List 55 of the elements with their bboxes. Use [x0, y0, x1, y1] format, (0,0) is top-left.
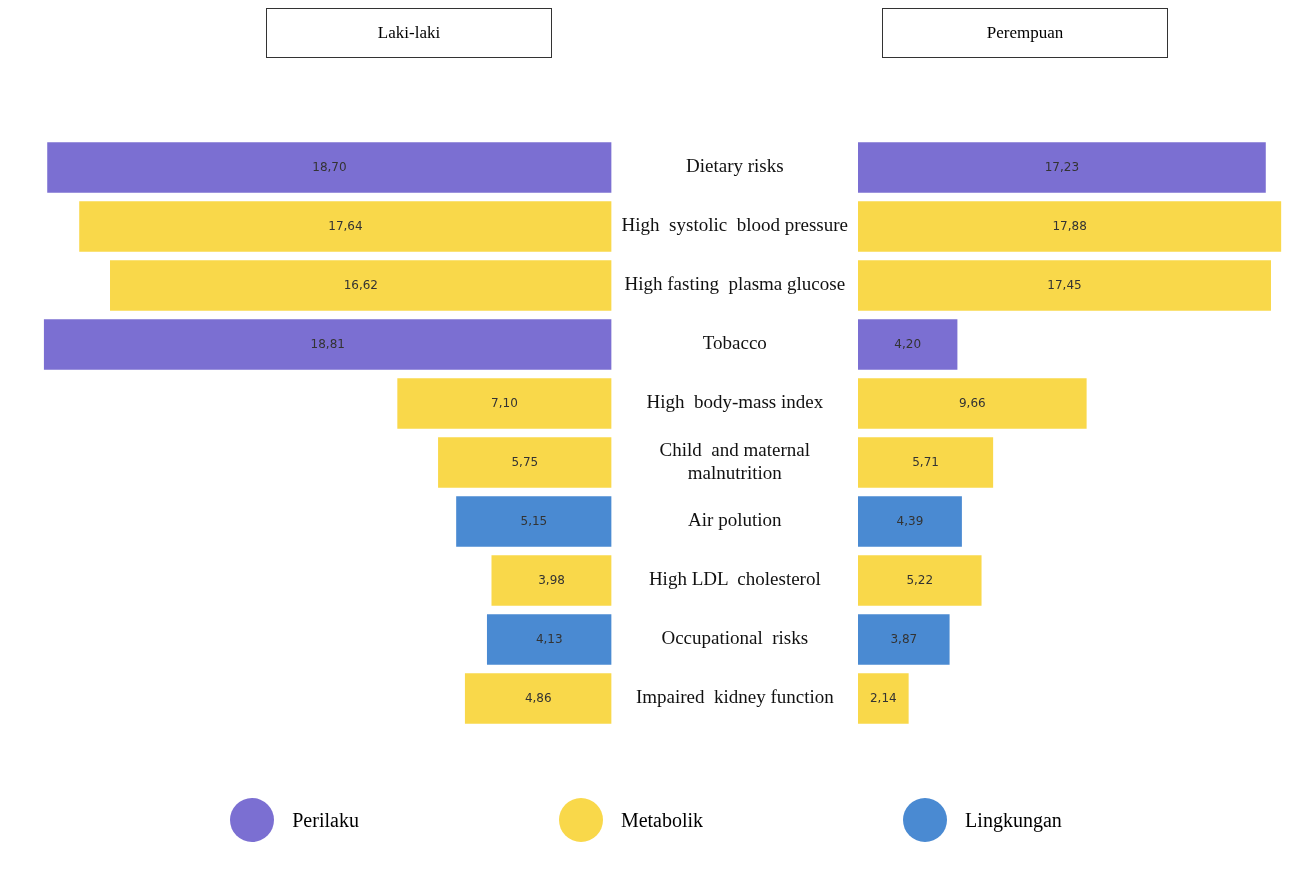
y-tick-label: High LDL cholesterol: [648, 568, 821, 590]
chart-title: Laki-laki: [266, 8, 552, 58]
bar: [110, 260, 612, 311]
bar: [858, 437, 994, 488]
y-tick-label: Impaired kidney function: [635, 686, 835, 708]
bar: [858, 614, 950, 665]
bar: [858, 142, 1266, 193]
data-label: 17,64: [328, 218, 363, 233]
bar: [858, 319, 958, 370]
data-label: 18,81: [310, 336, 345, 351]
data-label: 2,14: [869, 690, 897, 705]
bar: [858, 378, 1087, 429]
bar: [858, 555, 982, 606]
data-label: 4,20: [894, 336, 922, 351]
data-label: 17,45: [1047, 277, 1082, 292]
bar: [858, 496, 962, 547]
data-label: 18,70: [312, 159, 347, 174]
data-label: 5,22: [906, 572, 934, 587]
data-label: 5,15: [520, 513, 548, 528]
data-label: 5,71: [912, 454, 939, 469]
y-tick-label: Dietary risks: [685, 155, 784, 177]
bar: [79, 201, 612, 252]
y-tick-label: High fasting plasma glucose: [624, 273, 846, 295]
legend-label: Metabolik: [620, 808, 704, 832]
y-tick-label: High body-mass index: [646, 391, 824, 413]
bar: [464, 673, 612, 724]
bar: [858, 260, 1271, 311]
data-label: 5,75: [511, 454, 539, 469]
data-label: 17,88: [1052, 218, 1087, 233]
y-tick-label: High systolic blood pressure: [621, 214, 849, 236]
y-tick-label: Occupational risks: [661, 627, 809, 649]
bar: [438, 437, 612, 488]
bar: [486, 614, 612, 665]
bar: [47, 142, 612, 193]
bar: [397, 378, 612, 429]
data-label: 9,66: [958, 395, 986, 410]
data-label: 16,62: [343, 277, 378, 292]
legend-label: Lingkungan: [965, 808, 1062, 832]
legend-label: Perilaku: [292, 808, 359, 832]
bar: [858, 201, 1282, 252]
data-label: 3,98: [538, 572, 565, 587]
data-label: 4,86: [524, 690, 552, 705]
data-label: 17,23: [1044, 159, 1080, 174]
bar: [858, 673, 909, 724]
y-tick-label: Child and maternal malnutrition: [659, 439, 810, 483]
y-tick-label: Air polution: [688, 509, 783, 531]
bar: [491, 555, 612, 606]
bar: [456, 496, 612, 547]
data-label: 4,13: [535, 631, 563, 646]
data-label: 4,39: [896, 513, 924, 528]
data-label: 3,87: [890, 631, 918, 646]
chart-title: Perempuan: [882, 8, 1168, 58]
data-label: 7,10: [491, 395, 518, 410]
y-tick-label: Tobacco: [702, 332, 767, 354]
bar: [43, 319, 612, 370]
